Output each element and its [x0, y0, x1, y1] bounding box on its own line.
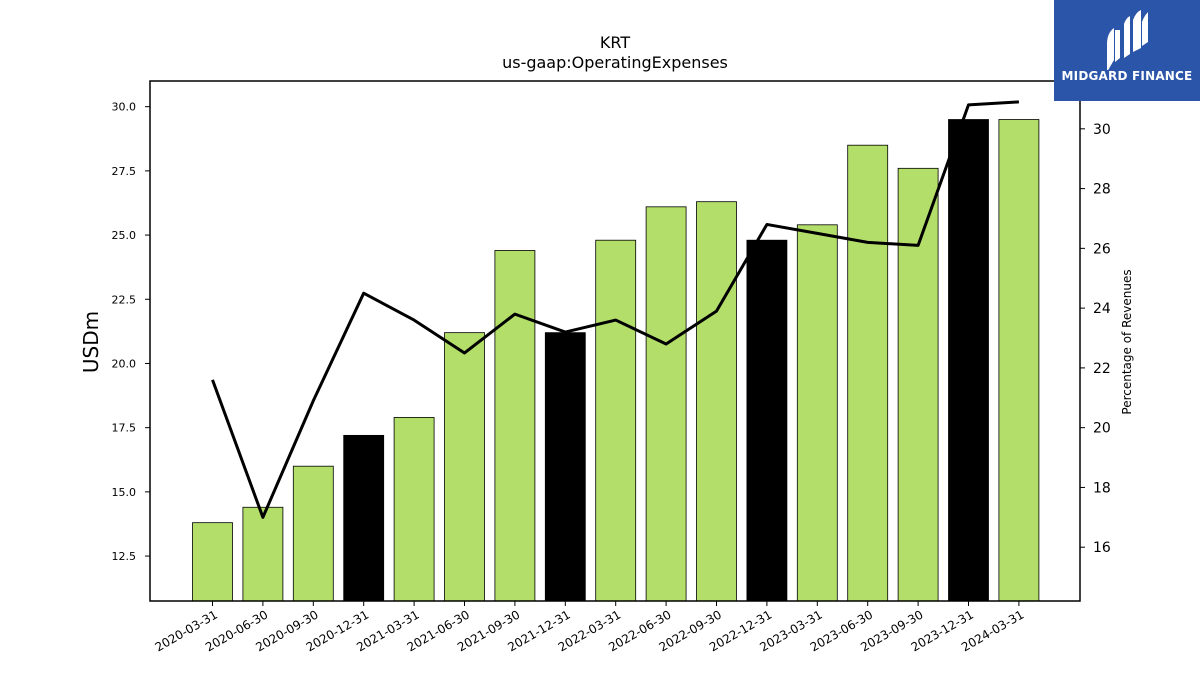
line-layer	[211, 100, 1019, 519]
brand-name: MIDGARD FINANCE	[1061, 69, 1193, 83]
y-tick-label: 22.5	[112, 293, 137, 306]
y2-tick-label: 30	[1093, 122, 1111, 138]
bar-2020-03-31	[192, 522, 233, 602]
chart-subtitle: us-gaap:OperatingExpenses	[502, 53, 728, 72]
bar-2023-06-30	[847, 144, 889, 602]
bars-layer	[192, 119, 1040, 602]
y-tick-label: 12.5	[112, 550, 137, 563]
bar-2022-03-31	[595, 239, 637, 602]
bar-2020-06-30	[242, 506, 284, 602]
bar-2024-03-31	[998, 119, 1040, 602]
percentage-line	[211, 100, 1019, 519]
y2-axis-label: Percentage of Revenues	[1120, 269, 1134, 414]
y-tick-label: 27.5	[112, 165, 137, 178]
chart-title: KRT	[600, 33, 630, 52]
y2-tick-label: 28	[1093, 182, 1111, 198]
y-tick-label: 15.0	[112, 486, 137, 499]
bar-2020-12-31	[343, 434, 385, 602]
y-tick-label: 17.5	[112, 422, 137, 435]
y-tick-label: 20.0	[112, 357, 137, 370]
bar-2022-12-31	[746, 239, 788, 602]
plot-frame	[149, 80, 1081, 602]
bar-2021-06-30	[444, 332, 485, 602]
bar-2021-09-30	[494, 250, 536, 602]
bar-2021-12-31	[544, 332, 586, 602]
bar-2020-09-30	[292, 465, 334, 602]
y-tick-label: 25.0	[112, 229, 137, 242]
y2-tick-label: 16	[1093, 540, 1111, 556]
y-tick-label: 30.0	[112, 101, 137, 114]
y-axis-label: USDm	[79, 311, 103, 373]
bar-2021-03-31	[393, 416, 435, 602]
bar-2023-09-30	[897, 167, 939, 602]
bar-2023-12-31	[948, 119, 989, 602]
y2-tick-label: 18	[1093, 480, 1111, 496]
bar-2023-03-31	[796, 224, 838, 602]
bar-2022-09-30	[696, 201, 737, 602]
y2-tick-label: 20	[1093, 421, 1111, 437]
y2-tick-label: 22	[1093, 361, 1111, 377]
y2-tick-label: 26	[1093, 241, 1111, 257]
y2-tick-label: 24	[1093, 301, 1111, 317]
brand-logo: MIDGARD FINANCE	[1054, 0, 1200, 101]
bar-2022-06-30	[645, 206, 687, 602]
brand-mark-icon	[1107, 10, 1148, 70]
